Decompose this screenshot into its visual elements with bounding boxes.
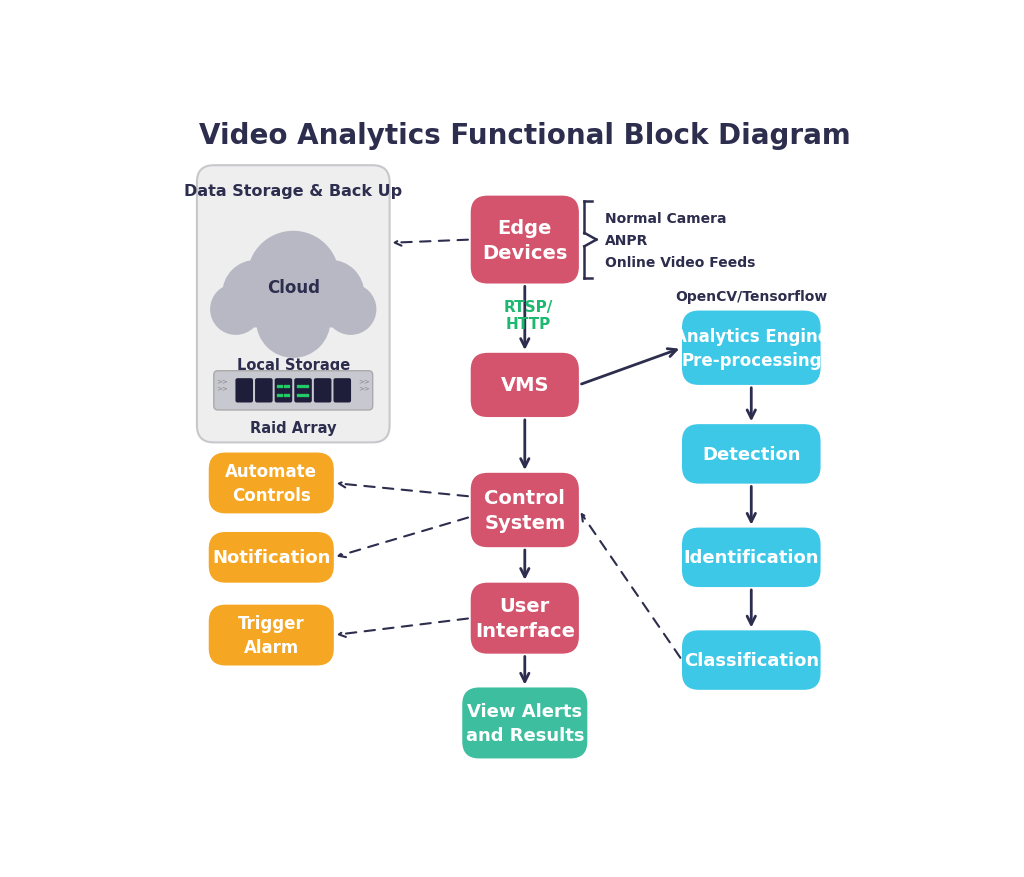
FancyBboxPatch shape bbox=[294, 379, 312, 403]
Text: Local Storage: Local Storage bbox=[237, 358, 350, 373]
Text: Analytics Engine
Pre-processing: Analytics Engine Pre-processing bbox=[674, 328, 828, 369]
FancyBboxPatch shape bbox=[462, 688, 588, 759]
FancyBboxPatch shape bbox=[236, 379, 253, 403]
Text: >>
>>: >> >> bbox=[216, 378, 227, 391]
FancyBboxPatch shape bbox=[314, 379, 332, 403]
FancyBboxPatch shape bbox=[471, 474, 579, 547]
FancyBboxPatch shape bbox=[471, 196, 579, 284]
FancyBboxPatch shape bbox=[471, 583, 579, 654]
Text: Cloud: Cloud bbox=[266, 279, 319, 296]
FancyBboxPatch shape bbox=[209, 605, 334, 666]
FancyBboxPatch shape bbox=[197, 166, 389, 443]
Text: Detection: Detection bbox=[702, 446, 801, 463]
Circle shape bbox=[247, 232, 339, 324]
Text: Notification: Notification bbox=[212, 549, 331, 567]
Text: Normal Camera: Normal Camera bbox=[604, 211, 726, 225]
Text: Video Analytics Functional Block Diagram: Video Analytics Functional Block Diagram bbox=[199, 122, 851, 150]
Text: >>
>>: >> >> bbox=[358, 378, 371, 391]
FancyBboxPatch shape bbox=[209, 453, 334, 514]
FancyBboxPatch shape bbox=[255, 379, 272, 403]
FancyBboxPatch shape bbox=[682, 631, 820, 690]
FancyBboxPatch shape bbox=[682, 311, 820, 386]
FancyBboxPatch shape bbox=[682, 424, 820, 484]
FancyBboxPatch shape bbox=[471, 353, 579, 417]
Text: View Alerts
and Results: View Alerts and Results bbox=[466, 702, 584, 744]
Text: OpenCV/Tensorflow: OpenCV/Tensorflow bbox=[675, 289, 827, 303]
FancyBboxPatch shape bbox=[334, 379, 351, 403]
FancyBboxPatch shape bbox=[209, 532, 334, 583]
Circle shape bbox=[297, 260, 365, 328]
Text: Edge
Devices: Edge Devices bbox=[482, 218, 567, 262]
Text: Automate
Controls: Automate Controls bbox=[225, 463, 317, 504]
Text: Identification: Identification bbox=[684, 549, 819, 567]
Text: ANPR: ANPR bbox=[604, 233, 648, 247]
Text: VMS: VMS bbox=[501, 376, 549, 395]
FancyBboxPatch shape bbox=[214, 371, 373, 410]
FancyBboxPatch shape bbox=[274, 379, 292, 403]
Text: RTSP/
HTTP: RTSP/ HTTP bbox=[504, 299, 553, 332]
Text: User
Interface: User Interface bbox=[475, 596, 574, 640]
Circle shape bbox=[210, 284, 261, 336]
Text: Classification: Classification bbox=[684, 652, 819, 669]
Circle shape bbox=[325, 284, 377, 336]
Text: Data Storage & Back Up: Data Storage & Back Up bbox=[184, 184, 402, 199]
FancyBboxPatch shape bbox=[682, 528, 820, 588]
Text: Control
System: Control System bbox=[484, 488, 565, 532]
Circle shape bbox=[256, 284, 331, 359]
Text: Online Video Feeds: Online Video Feeds bbox=[604, 255, 755, 269]
Text: Trigger
Alarm: Trigger Alarm bbox=[238, 615, 305, 656]
Text: Raid Array: Raid Array bbox=[250, 421, 337, 436]
Circle shape bbox=[222, 260, 290, 328]
